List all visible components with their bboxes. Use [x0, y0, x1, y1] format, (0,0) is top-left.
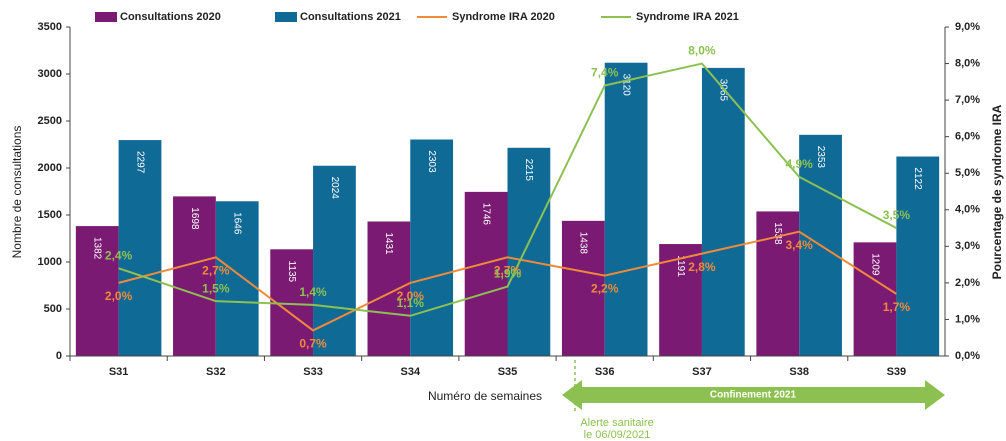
legend-swatch	[95, 12, 117, 22]
bar	[561, 220, 605, 356]
bar	[701, 67, 745, 356]
bar-value-label: 1438	[578, 232, 589, 255]
bar-value-label: 2353	[815, 146, 826, 169]
bar-value-label: 1431	[383, 232, 394, 255]
y2-tick-label: 2,0%	[955, 277, 980, 289]
annotation: Alerte sanitaire	[580, 417, 653, 429]
bar-value-label: 3065	[718, 79, 729, 102]
bar-value-label: 1209	[869, 253, 880, 276]
x-tick-label: S39	[887, 366, 907, 378]
legend-label: Syndrome IRA 2020	[452, 11, 555, 23]
bar	[367, 221, 411, 356]
legend-label: Consultations 2021	[300, 11, 401, 23]
line-value-label: 2,4%	[105, 248, 133, 262]
y2-tick-label: 9,0%	[955, 21, 980, 33]
y2-tick-label: 0,0%	[955, 350, 980, 362]
line	[118, 62, 897, 317]
y-tick-label: 0	[56, 350, 62, 362]
bar	[896, 156, 940, 356]
x-tick-label: S32	[206, 366, 226, 378]
line-value-label: 1,7%	[883, 300, 911, 314]
line-value-label: 3,4%	[785, 238, 813, 252]
y-tick-label: 1000	[38, 256, 62, 268]
line-value-label: 4,9%	[785, 157, 813, 171]
y2-axis-label: Pourcentage de syndrome IRA	[990, 104, 1004, 279]
line-value-label: 2,2%	[591, 282, 619, 296]
x-tick-label: S36	[595, 366, 615, 378]
y-tick-label: 2500	[38, 115, 62, 127]
bar-value-label: 3120	[620, 74, 631, 97]
y-tick-label: 3000	[38, 68, 62, 80]
bar-value-label: 1698	[189, 207, 200, 230]
y2-tick-label: 5,0%	[955, 167, 980, 179]
legend-swatch	[275, 12, 297, 22]
y-tick-label: 500	[44, 303, 62, 315]
bar	[410, 139, 454, 356]
annotation: Confinement 2021	[710, 390, 797, 401]
bar-value-label: 2215	[523, 159, 534, 182]
y2-tick-label: 6,0%	[955, 131, 980, 143]
bar-value-label: 1538	[772, 222, 783, 245]
x-tick-label: S31	[109, 366, 129, 378]
y2-tick-label: 8,0%	[955, 57, 980, 69]
x-tick-label: S38	[789, 366, 809, 378]
line-value-label: 1,9%	[494, 267, 522, 281]
line-value-label: 1,5%	[202, 281, 230, 295]
x-tick-label: S35	[498, 366, 518, 378]
bar-value-label: 1382	[92, 237, 103, 260]
line-value-label: 1,1%	[397, 296, 425, 310]
y2-tick-label: 1,0%	[955, 313, 980, 325]
bar	[507, 147, 551, 356]
bar	[75, 226, 119, 356]
bar	[118, 140, 162, 356]
bar	[173, 196, 216, 356]
line-value-label: 1,4%	[299, 285, 327, 299]
y2-tick-label: 7,0%	[955, 94, 980, 106]
y2-tick-label: 4,0%	[955, 204, 980, 216]
line-value-label: 2,7%	[494, 263, 522, 277]
line-value-label: 2,0%	[397, 289, 425, 303]
line-value-label: 0,7%	[299, 337, 327, 351]
y-tick-label: 2000	[38, 162, 62, 174]
bar-value-label: 2122	[912, 167, 923, 190]
bar	[604, 62, 648, 356]
line	[118, 230, 897, 332]
y-axis-label: Nombre de consultations	[10, 126, 24, 259]
x-tick-label: S34	[400, 366, 420, 378]
bar-value-label: 2297	[134, 151, 145, 174]
y-tick-label: 1500	[38, 209, 62, 221]
x-tick-label: S37	[692, 366, 712, 378]
line-value-label: 2,7%	[202, 263, 230, 277]
bar-value-label: 1646	[232, 212, 243, 235]
line-value-label: 3,5%	[883, 208, 911, 222]
bar	[464, 191, 508, 356]
x-tick-label: S33	[303, 366, 323, 378]
line-value-label: 7,4%	[591, 66, 619, 80]
line-value-label: 8,0%	[688, 44, 716, 58]
annotation: le 06/09/2021	[584, 429, 651, 441]
y2-tick-label: 3,0%	[955, 240, 980, 252]
bar-value-label: 1746	[480, 203, 491, 226]
bar-value-label: 2024	[329, 177, 340, 200]
x-axis-label: Numéro de semaines	[428, 389, 542, 403]
y-tick-label: 3500	[38, 21, 62, 33]
line-value-label: 2,8%	[688, 260, 716, 274]
bar-value-label: 2303	[426, 150, 437, 173]
legend-label: Consultations 2020	[120, 11, 221, 23]
confinement-arrow	[562, 380, 945, 410]
bar-value-label: 1135	[286, 261, 297, 283]
legend-label: Syndrome IRA 2021	[636, 11, 739, 23]
line-value-label: 2,0%	[105, 289, 133, 303]
bar	[853, 242, 897, 356]
bar	[313, 165, 356, 356]
bar	[215, 201, 259, 356]
bar-value-label: 1191	[675, 255, 686, 277]
